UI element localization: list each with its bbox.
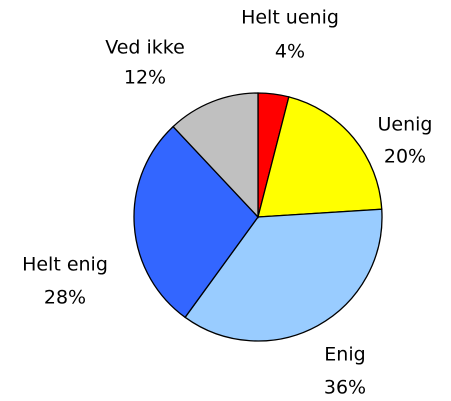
pie-slice <box>257 96 383 218</box>
slice-label: Uenig <box>378 114 433 136</box>
slice-value: 36% <box>324 377 366 399</box>
pie-slice <box>172 92 259 219</box>
slice-label: Helt enig <box>22 254 108 276</box>
slice-label: Ved ikke <box>105 37 185 59</box>
pie-slice <box>184 208 383 342</box>
slice-value: 20% <box>384 146 426 168</box>
slice-value: 4% <box>275 41 305 63</box>
slice-label: Helt uenig <box>241 7 339 29</box>
slice-value: 28% <box>44 287 86 309</box>
slice-value: 12% <box>124 67 166 89</box>
slice-label: Enig <box>324 344 365 366</box>
pie-slice <box>133 125 259 319</box>
